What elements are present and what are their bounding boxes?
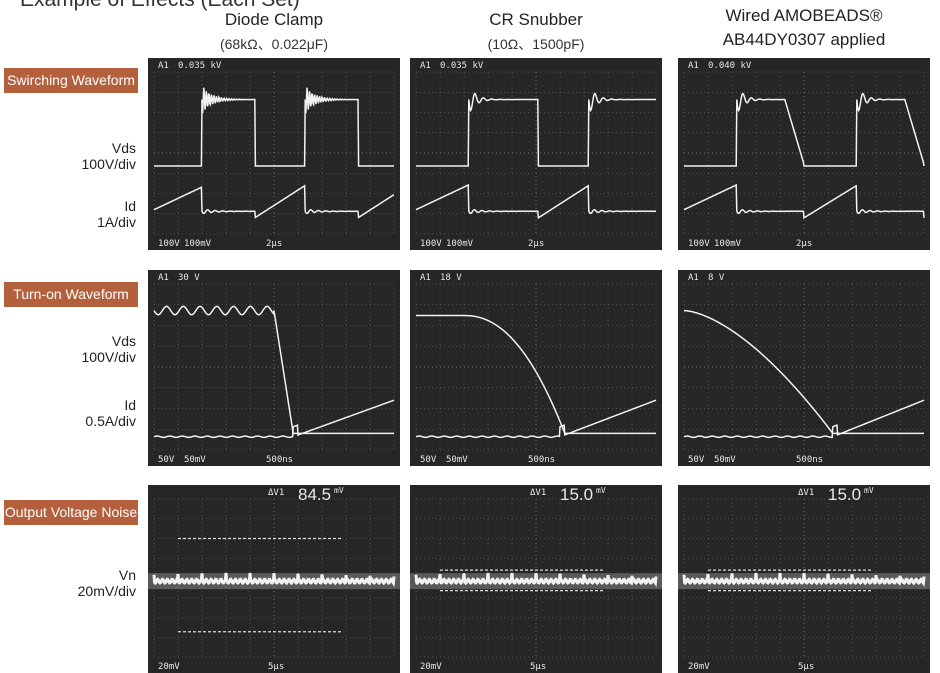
scope-bottom-label: 100mV [184,239,212,249]
screen-bg [678,58,930,250]
scope-top-label: A1 [420,273,431,283]
scope-bottom-label: 20mV [688,662,710,672]
column-title: Diode Clamp [139,10,409,30]
screen-bg [410,58,662,250]
trace-scale: 100V/div [0,349,136,365]
scope-bottom-label: 100V [158,239,180,249]
screen-bg [148,58,400,250]
scope-bottom-label: 100mV [714,239,742,249]
scope-bottom-label: 50mV [446,455,468,465]
scope-reading-unit: mV [864,486,874,495]
scope-bottom-label: 5μs [268,662,284,672]
scope-top-label: 18 V [440,273,462,283]
scope-top-label: 0.035 kV [440,61,484,71]
scope-screen: A1 0.035 kV 100V 100mV 2μs [410,58,662,250]
scope-bottom-label: 50V [158,455,175,465]
scope-top-label: ΔV1 [530,488,546,498]
column-subtitle: (10Ω、1500pF) [401,34,671,54]
column-title: CR Snubber [401,10,671,30]
scope-top-label: ΔV1 [798,488,814,498]
scope-bottom-label: 500ns [266,455,293,465]
scope-bottom-label: 2μs [528,239,544,249]
scope-top-label: A1 [420,61,431,71]
scope-bottom-label: 2μs [266,239,282,249]
trace-name: Id [0,397,136,413]
scope-bottom-label: 500ns [528,455,555,465]
scope-bottom-label: 20mV [158,662,180,672]
scope-top-label: ΔV1 [268,488,284,498]
column-subtitle: AB44DY0307 applied [669,30,939,50]
scope-bottom-label: 500ns [796,455,823,465]
scope-bottom-label: 20mV [420,662,442,672]
scope-bottom-label: 50V [420,455,437,465]
scope-bottom-label: 2μs [796,239,812,249]
scope-top-label: 30 V [178,273,200,283]
scope-screen: A1 18 V 50V 50mV 500ns [410,270,662,466]
column-subtitle: (68kΩ、0.022μF) [139,34,409,54]
trace-name: Vds [0,140,136,156]
row-label: Output Voltage Noise [4,500,138,525]
scope-top-label: A1 [688,273,699,283]
trace-name: Vds [0,333,136,349]
scope-bottom-label: 5μs [530,662,546,672]
scope-reading: 84.5 [298,485,331,504]
scope-bottom-label: 5μs [798,662,814,672]
scope-top-label: 8 V [708,273,725,283]
scope-bottom-label: 100V [688,239,710,249]
trace-scale: 1A/div [0,214,136,230]
scope-reading-unit: mV [596,486,606,495]
scope-screen: A1 0.035 kV 100V 100mV 2μs [148,58,400,250]
scope-top-label: A1 [158,273,169,283]
trace-scale: 0.5A/div [0,413,136,429]
scope-bottom-label: 50mV [184,455,206,465]
scope-reading: 15.0 [828,485,861,504]
scope-top-label: A1 [158,61,169,71]
trace-scale: 100V/div [0,156,136,172]
scope-screen: A1 0.040 kV 100V 100mV 2μs [678,58,930,250]
scope-bottom-label: 100mV [446,239,474,249]
trace-name: Vn [0,567,136,583]
scope-bottom-label: 100V [420,239,442,249]
row-label: Swirching Waveform [4,68,138,93]
scope-bottom-label: 50mV [714,455,736,465]
row-label: Turn-on Waveform [4,282,138,307]
trace-scale: 20mV/div [0,583,136,599]
scope-bottom-label: 50V [688,455,705,465]
scope-screen: A1 30 V 50V 50mV 500ns [148,270,400,466]
scope-top-label: 0.040 kV [708,61,752,71]
column-title: Wired AMOBEADS® [669,6,939,26]
trace-name: Id [0,198,136,214]
scope-reading: 15.0 [560,485,593,504]
page: Example of Effects (Each Set) Diode Clam… [0,0,940,673]
scope-top-label: A1 [688,61,699,71]
scope-reading-unit: mV [334,486,344,495]
scope-screen: A1 8 V 50V 50mV 500ns [678,270,930,466]
scope-top-label: 0.035 kV [178,61,222,71]
